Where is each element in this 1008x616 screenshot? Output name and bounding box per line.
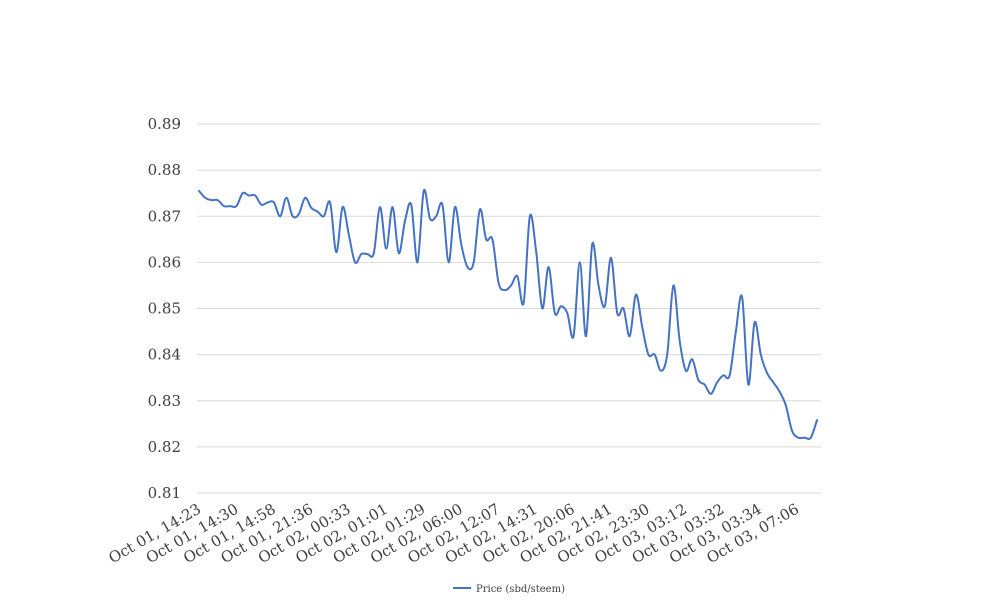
y-tick-label: 0.81 — [148, 484, 181, 502]
y-tick-label: 0.84 — [148, 346, 181, 364]
legend: Price (sbd/steem) — [453, 584, 565, 595]
y-tick-label: 0.83 — [148, 392, 181, 410]
gridlines — [197, 123, 821, 494]
y-tick-label: 0.85 — [148, 300, 181, 318]
y-tick-label: 0.89 — [148, 115, 181, 133]
y-tick-label: 0.86 — [148, 253, 181, 271]
series-layer — [198, 188, 818, 440]
y-tick-label: 0.82 — [148, 438, 181, 456]
y-tick-label: 0.88 — [148, 161, 181, 179]
y-axis-tick-labels: 0.81 0.82 0.83 0.84 0.85 0.86 0.87 0.88 0.89 — [148, 115, 181, 502]
series-line-price — [198, 188, 818, 440]
legend-label: Price (sbd/steem) — [476, 584, 565, 595]
y-tick-label: 0.87 — [148, 207, 181, 225]
